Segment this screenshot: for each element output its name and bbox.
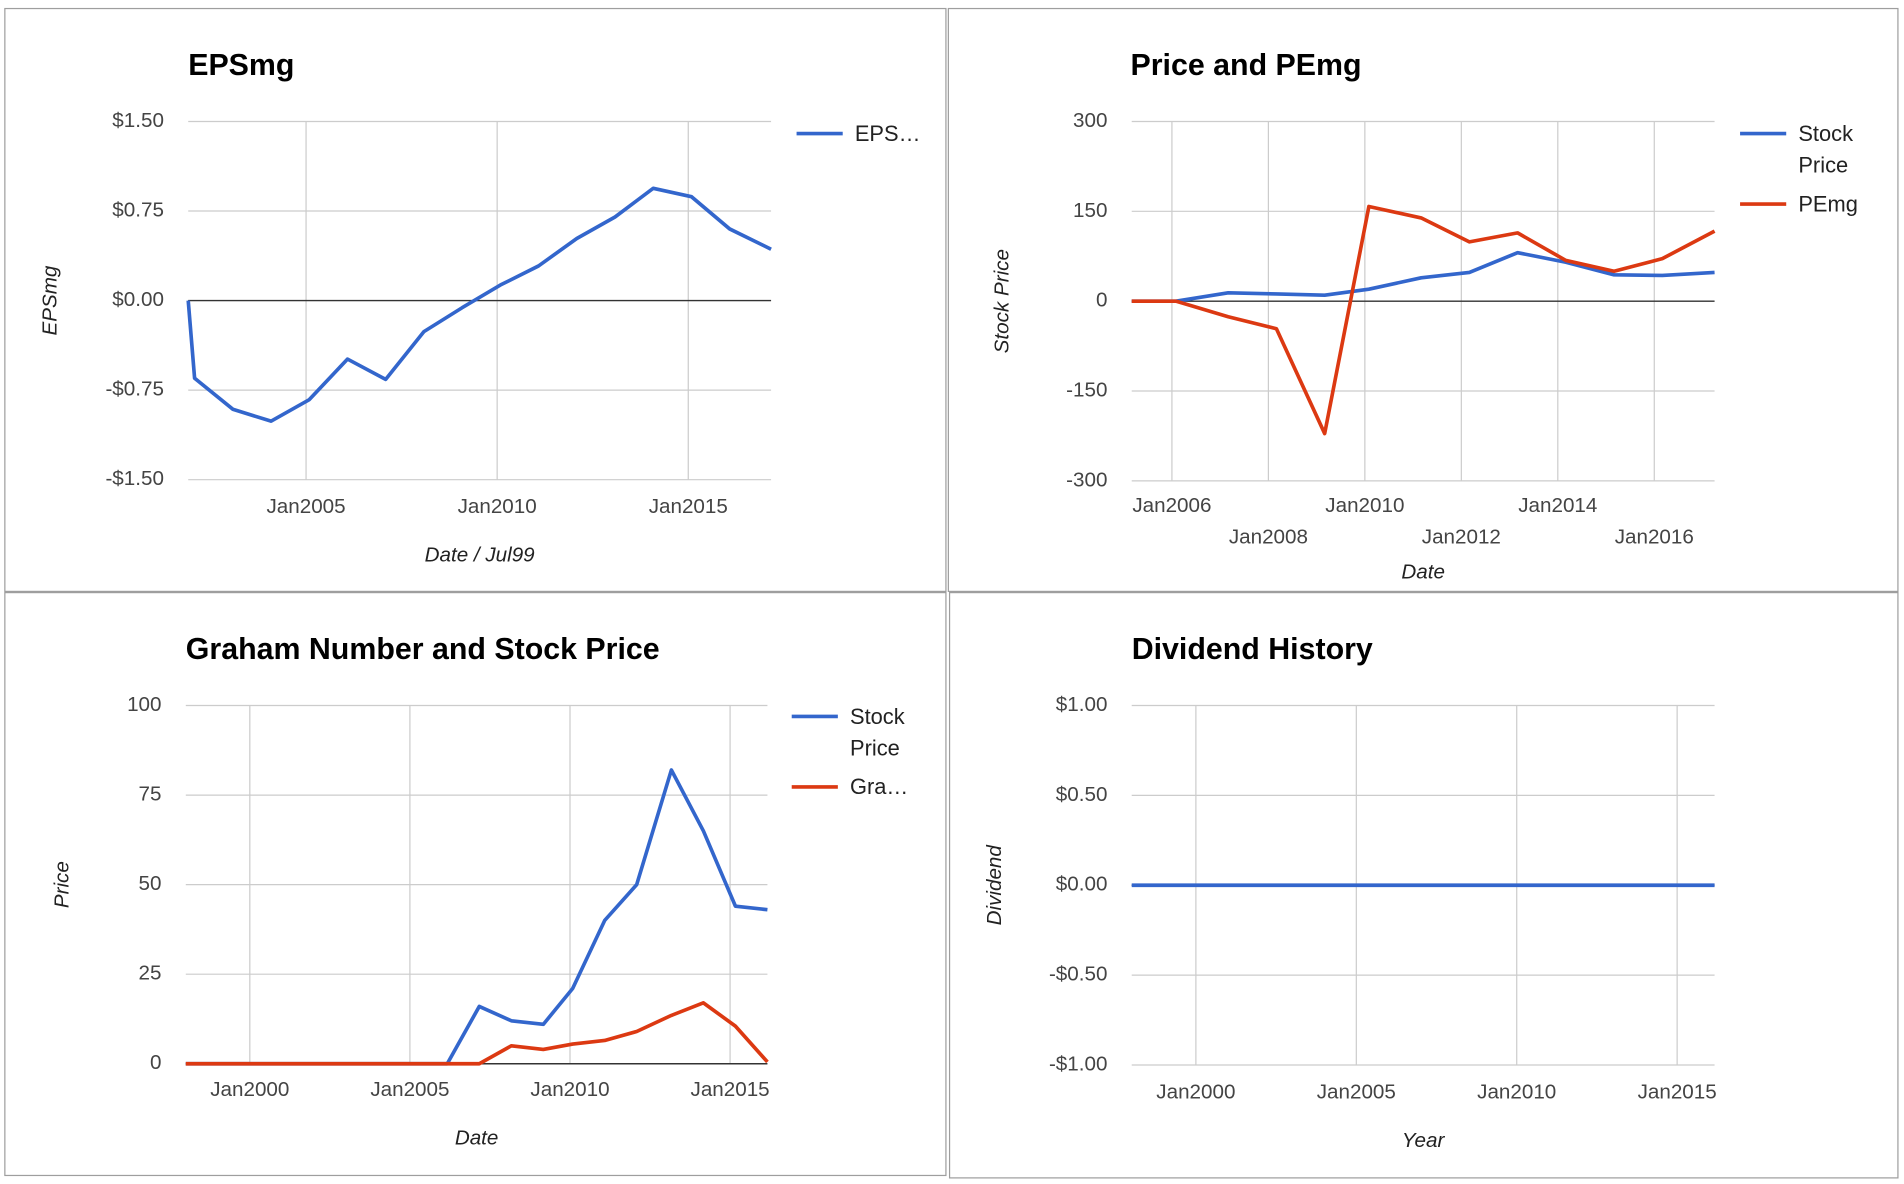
legend-entry: Stock Price [850,704,905,761]
x-tick-label: Jan2005 [1317,1080,1396,1103]
y-tick-label: 25 [139,962,162,985]
x-tick-label: Jan2010 [1477,1080,1556,1103]
legend-label: PEmg [1798,191,1858,217]
y-tick-label: -150 [1066,378,1107,401]
x-tick-label: Jan2008 [1229,525,1308,548]
y-tick-label: 75 [139,783,162,806]
y-tick-label: 300 [1073,109,1107,132]
y-tick-label: $0.00 [112,288,164,311]
series-line [185,1001,769,1066]
y-tick-label: -$0.50 [1049,963,1107,986]
x-tick-label: Jan2000 [1156,1080,1235,1103]
series-line [186,186,772,423]
x-tick-label: Jan2012 [1422,525,1501,548]
y-tick-label: -$1.50 [105,467,163,490]
y-tick-label: $0.00 [1056,873,1108,896]
y-tick-label: 0 [1096,289,1107,312]
legend-entry: PEmg [1798,191,1858,217]
chart-title: EPSmg [188,49,294,82]
x-tick-label: Jan2015 [649,495,728,518]
legend-label: EPS… [854,121,921,146]
y-tick-label: $1.50 [112,109,164,132]
x-tick-label: Jan2010 [530,1078,609,1101]
x-axis-label: Date [455,1126,499,1149]
y-tick-label: 50 [139,872,162,895]
y-tick-label: 0 [150,1051,161,1074]
legend-label: Stock Price [850,704,905,761]
x-tick-label: Jan2015 [1638,1080,1717,1103]
y-tick-label: -$0.75 [105,378,163,401]
y-tick-label: -$1.00 [1049,1052,1107,1075]
x-tick-label: Jan2006 [1132,494,1211,517]
x-axis-label: Date / Jul99 [425,544,536,567]
chart-title: Dividend History [1132,633,1373,666]
y-axis-label: Stock Price [990,249,1013,353]
y-tick-label: -300 [1066,468,1107,491]
x-axis-label: Date [1401,561,1445,584]
x-axis-label: Year [1402,1129,1446,1152]
x-tick-label: Jan2005 [266,495,345,518]
legend-entry: Gra… [850,774,909,800]
legend-label: Stock Price [1798,121,1854,178]
legend-entry: EPS… [854,121,921,146]
x-tick-label: Jan2010 [1325,494,1404,517]
y-tick-label: 100 [127,693,161,716]
y-axis-label: Price [51,861,74,908]
x-tick-label: Jan2000 [210,1078,289,1101]
y-tick-label: $1.00 [1056,693,1108,716]
y-tick-label: 150 [1073,199,1107,222]
legend-label: Gra… [850,774,909,800]
chart-title: Price and PEmg [1131,49,1362,82]
y-axis-label: EPSmg [38,265,61,335]
y-tick-label: $0.50 [1056,783,1108,806]
chart-title: Graham Number and Stock Price [186,633,660,666]
x-tick-label: Jan2016 [1615,525,1694,548]
legend-entry: Stock Price [1798,121,1854,178]
series-line [1131,204,1716,436]
panel [947,7,1899,592]
series-line [1131,250,1715,303]
y-tick-label: $0.75 [112,198,164,221]
x-tick-label: Jan2010 [458,495,537,518]
x-tick-label: Jan2015 [691,1078,770,1101]
x-tick-label: Jan2014 [1518,494,1597,517]
x-tick-label: Jan2005 [370,1078,449,1101]
y-axis-label: Dividend [983,844,1006,926]
